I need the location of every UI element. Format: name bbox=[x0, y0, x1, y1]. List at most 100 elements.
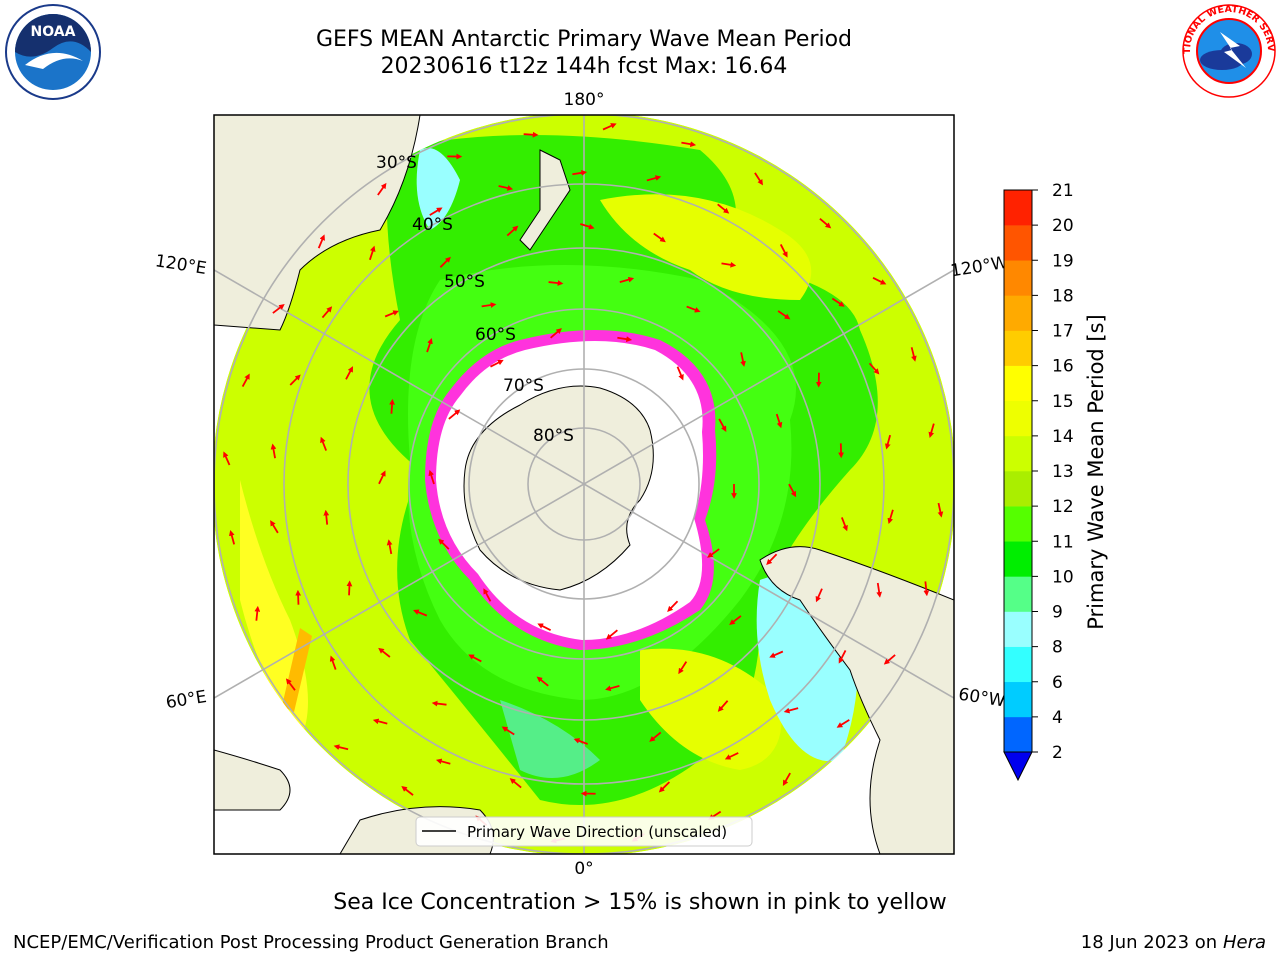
wave-direction-arrow bbox=[254, 605, 261, 621]
wave-direction-arrow bbox=[345, 366, 354, 380]
colorbar-tick-label: 12 bbox=[1052, 497, 1074, 517]
meridian-label-0: 0° bbox=[574, 859, 593, 879]
wave-direction-arrow bbox=[289, 374, 301, 386]
wave-direction-arrow bbox=[481, 302, 497, 308]
colorbar-tick-label: 9 bbox=[1052, 603, 1063, 623]
wave-direction-arrow bbox=[438, 538, 450, 550]
wave-direction-arrow bbox=[887, 509, 894, 525]
wave-direction-arrow bbox=[223, 451, 231, 466]
new-zealand-land bbox=[519, 149, 571, 251]
colorbar-tick-label: 20 bbox=[1052, 216, 1074, 236]
parallel-label-30s: 30°S bbox=[376, 153, 417, 173]
wave-direction-arrow bbox=[721, 261, 737, 268]
wave-direction-arrow bbox=[646, 175, 662, 182]
wave-direction-arrow bbox=[910, 347, 917, 362]
colorbar-tick-label: 16 bbox=[1052, 357, 1074, 377]
wave-direction-arrow bbox=[617, 336, 633, 342]
footer-org: NCEP/EMC/Verification Post Processing Pr… bbox=[13, 932, 609, 953]
wave-direction-arrow bbox=[448, 409, 461, 420]
antarctica-land bbox=[463, 385, 654, 591]
meridian-label-60w: 60°W bbox=[957, 685, 1007, 712]
wave-direction-arrow bbox=[426, 337, 433, 353]
wave-direction-arrow bbox=[490, 359, 504, 368]
colorbar-bin bbox=[1004, 260, 1032, 296]
wave-direction-arrow bbox=[401, 785, 414, 796]
wave-direction-arrow bbox=[819, 218, 832, 229]
wave-direction-arrow bbox=[937, 502, 944, 518]
wave-direction-arrow bbox=[270, 443, 277, 459]
wave-direction-arrow bbox=[740, 352, 746, 367]
wave-direction-arrow bbox=[717, 203, 730, 214]
wave-direction-arrow bbox=[323, 509, 330, 525]
colorbar: 2 4 6 8 9 10 11 12 13 14 15 16 17 18 19 20 21 bbox=[1003, 181, 1074, 782]
wave-direction-arrow bbox=[272, 304, 285, 314]
colorbar-bin bbox=[1004, 681, 1032, 718]
chart-title: GEFS MEAN Antarctic Primary Wave Mean Pe… bbox=[0, 26, 1168, 80]
wave-direction-arrow bbox=[769, 650, 784, 658]
map-frame bbox=[213, 114, 955, 855]
colorbar-extend-triangle bbox=[1003, 751, 1033, 782]
wave-direction-arrow bbox=[389, 398, 395, 414]
wave-direction-arrow bbox=[572, 170, 588, 176]
wave-direction-arrow bbox=[619, 276, 635, 284]
wave-direction-arrow bbox=[333, 744, 349, 751]
map-area: 30°S 40°S 50°S 60°S 70°S 80°S Primary Wa… bbox=[214, 115, 954, 854]
wave-direction-arrow bbox=[605, 685, 620, 692]
wave-direction-arrow bbox=[649, 731, 662, 742]
wave-direction-arrow bbox=[775, 413, 783, 429]
wave-direction-arrow bbox=[876, 582, 882, 598]
colorbar-bin bbox=[1004, 225, 1032, 261]
wave-direction-arrow bbox=[241, 373, 250, 388]
wave-direction-arrow bbox=[653, 232, 666, 243]
wave-direction-arrow bbox=[523, 131, 539, 138]
colorbar-bin bbox=[1004, 506, 1032, 542]
colorbar-tick-label: 18 bbox=[1052, 286, 1074, 306]
wave-direction-arrow bbox=[285, 678, 296, 691]
colorbar-bin bbox=[1004, 716, 1032, 753]
wave-direction-arrow bbox=[377, 182, 387, 196]
wave-direction-arrow bbox=[605, 629, 618, 640]
wave-direction-arrow bbox=[378, 470, 386, 485]
wave-direction-arrow bbox=[686, 305, 701, 313]
wave-direction-arrow bbox=[658, 781, 671, 793]
colorbar-label: Primary Wave Mean Period [s] bbox=[1084, 314, 1108, 630]
wave-direction-arrow bbox=[537, 623, 552, 632]
wave-direction-arrow bbox=[548, 280, 564, 286]
wave-direction-arrow bbox=[369, 245, 376, 261]
wave-direction-arrow bbox=[439, 256, 451, 268]
parallel-label-80s: 80°S bbox=[533, 426, 574, 446]
wave-direction-arrow bbox=[329, 655, 337, 670]
colorbar-tick-label: 19 bbox=[1052, 251, 1074, 271]
zone-14s-southeast bbox=[640, 648, 782, 770]
wave-direction-arrow bbox=[506, 225, 519, 237]
wave-direction-arrow bbox=[602, 123, 617, 131]
wave-direction-arrow bbox=[724, 752, 739, 760]
wave-direction-arrow bbox=[836, 719, 850, 728]
wave-direction-arrow bbox=[483, 588, 492, 602]
colorbar-bin bbox=[1004, 365, 1032, 402]
wave-direction-arrow bbox=[372, 718, 388, 725]
wave-direction-arrow bbox=[678, 661, 688, 675]
wave-direction-arrow bbox=[550, 328, 562, 339]
wave-direction-arrow bbox=[384, 310, 399, 318]
meridian-label-180: 180° bbox=[564, 90, 605, 110]
noaa-logo-icon: NOAA bbox=[5, 4, 101, 100]
colorbar-tick-label: 17 bbox=[1052, 322, 1074, 342]
colorbar-bin bbox=[1004, 471, 1032, 507]
footer-date: 18 Jun 2023 on Hera bbox=[1081, 932, 1266, 953]
wave-direction-arrow bbox=[841, 517, 848, 532]
wave-direction-arrow bbox=[831, 297, 845, 307]
wave-direction-arrow bbox=[386, 539, 393, 555]
nws-logo-icon: NATIONAL WEATHER SERVICE bbox=[1180, 2, 1276, 98]
wave-direction-arrow bbox=[766, 553, 778, 565]
wave-direction-arrows bbox=[223, 123, 944, 844]
wave-direction-arrow bbox=[498, 185, 514, 191]
africa-land bbox=[214, 749, 291, 811]
colorbar-tick-label: 8 bbox=[1052, 638, 1063, 658]
direction-legend: Primary Wave Direction (unscaled) bbox=[415, 816, 753, 847]
title-line-1: GEFS MEAN Antarctic Primary Wave Mean Pe… bbox=[315, 27, 853, 52]
parallel-label-50s: 50°S bbox=[444, 272, 485, 292]
wave-direction-arrow bbox=[717, 700, 729, 712]
zone-16s-streak bbox=[282, 628, 312, 712]
